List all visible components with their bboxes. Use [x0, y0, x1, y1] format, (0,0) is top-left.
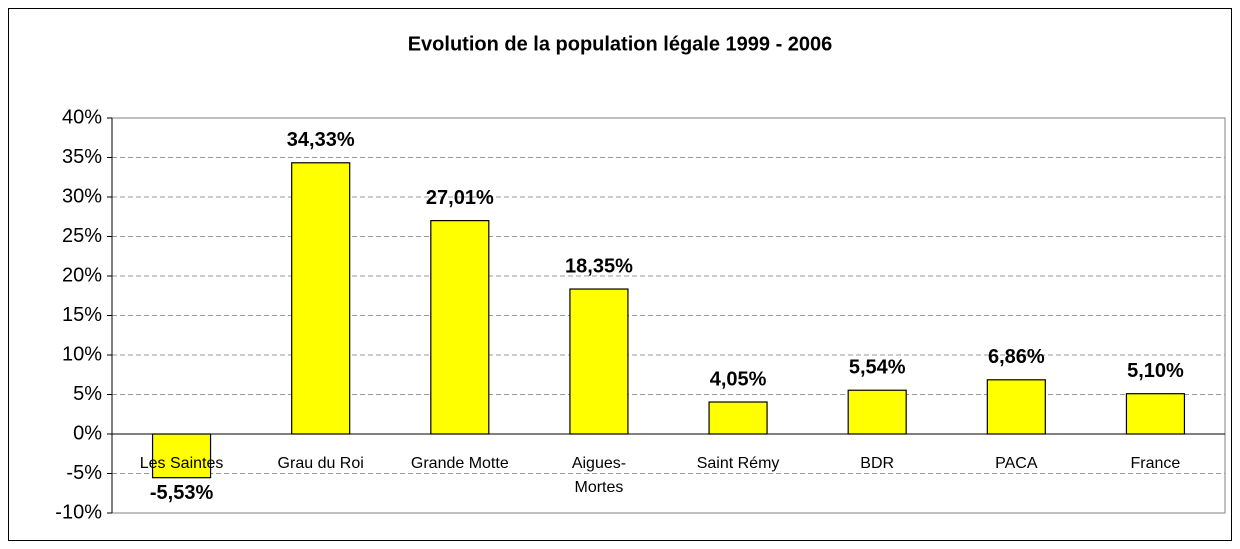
y-tick-label: -10%: [55, 501, 102, 523]
x-tick-label: BDR: [860, 455, 894, 472]
y-tick-label: 25%: [62, 225, 102, 247]
bar: [151, 433, 212, 479]
x-tick-label: PACA: [995, 455, 1038, 472]
bar: [847, 389, 907, 435]
bar: [708, 401, 768, 435]
data-label: 6,86%: [988, 346, 1045, 368]
y-tick-label: 5%: [73, 383, 102, 405]
y-tick-label: 10%: [62, 343, 102, 365]
bar: [291, 162, 351, 435]
x-tick-label: Aigues-Mortes: [572, 455, 626, 496]
data-label: 34,33%: [287, 129, 355, 151]
y-tick-label: 35%: [62, 146, 102, 168]
data-label: 5,54%: [849, 357, 906, 379]
x-tick-label: Saint Rémy: [697, 455, 780, 472]
x-tick-label: Grau du Roi: [278, 455, 364, 472]
x-tick-label: Grande Motte: [411, 455, 509, 472]
data-label: 18,35%: [565, 255, 633, 277]
bar: [986, 379, 1046, 435]
y-tick-label: 40%: [62, 106, 102, 128]
data-label: 27,01%: [426, 187, 494, 209]
y-tick-label: 0%: [73, 422, 102, 444]
x-tick-label: France: [1131, 455, 1181, 472]
y-tick-label: 20%: [62, 264, 102, 286]
bar: [430, 220, 490, 435]
chart-title: Evolution de la population légale 1999 -…: [408, 33, 833, 55]
bar: [569, 288, 629, 435]
x-tick-label: Les Saintes: [140, 455, 224, 472]
bar: [1125, 393, 1186, 435]
y-tick-label: 30%: [62, 185, 102, 207]
y-tick-label: 15%: [62, 304, 102, 326]
data-label: 4,05%: [710, 368, 767, 390]
y-tick-label: -5%: [66, 462, 102, 484]
data-label: -5,53%: [150, 482, 214, 504]
data-label: 5,10%: [1127, 360, 1184, 382]
